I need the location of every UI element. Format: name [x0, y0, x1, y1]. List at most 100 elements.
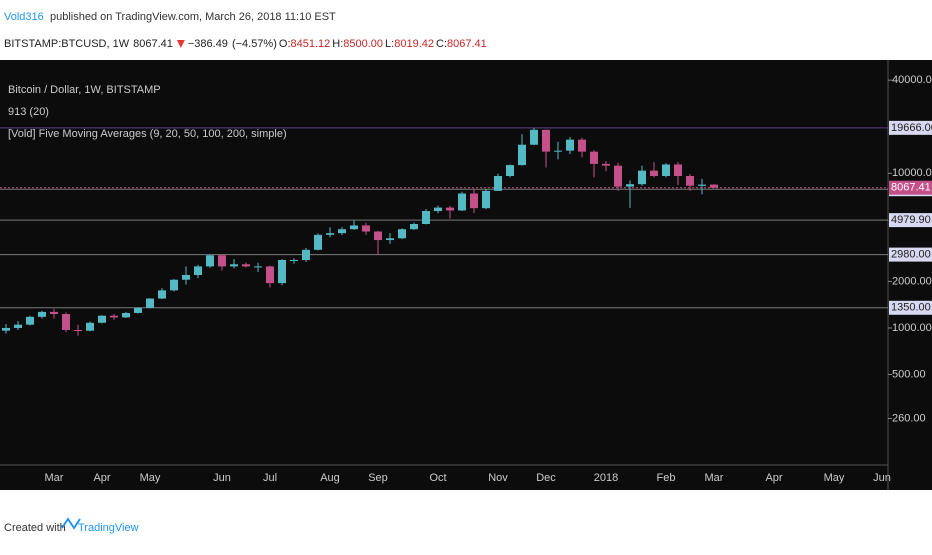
- x-tick-label: May: [140, 472, 161, 484]
- x-tick-label: Jul: [263, 472, 277, 484]
- legend-line: 913 (20): [8, 106, 49, 118]
- price-label-box: [889, 120, 932, 135]
- candle-body: [386, 238, 394, 241]
- candle-body: [302, 249, 310, 260]
- candle-body: [398, 229, 406, 239]
- candle-body: [314, 234, 322, 250]
- candle-body: [14, 324, 22, 328]
- candle-body: [194, 266, 202, 275]
- x-tick-label: Sep: [368, 472, 388, 484]
- footer-text: Created with: [4, 522, 66, 534]
- candle-body: [134, 307, 142, 313]
- x-tick-label: Feb: [657, 472, 676, 484]
- x-tick-label: Nov: [488, 472, 508, 484]
- candle-body: [230, 264, 238, 267]
- candle-body: [338, 229, 346, 234]
- candle-body: [242, 264, 250, 267]
- candle-body: [566, 139, 574, 151]
- published: published on TradingView.com, March 26, …: [50, 11, 336, 23]
- header-text: BITSTAMP:BTCUSD, 1W: [4, 38, 130, 50]
- candle-body: [26, 316, 34, 325]
- header-text: 8451.12: [291, 38, 331, 50]
- header-text: 8019.42: [394, 38, 434, 50]
- candle-body: [686, 176, 694, 186]
- y-tick-label: 1000.00: [892, 322, 932, 334]
- x-tick-label: Apr: [93, 472, 110, 484]
- candle-body: [362, 225, 370, 232]
- candle-body: [542, 129, 550, 152]
- candle-body: [590, 151, 598, 164]
- header-text: −386.49: [188, 38, 228, 50]
- price-label: 1350.00: [891, 302, 931, 314]
- x-tick-label: Apr: [765, 472, 782, 484]
- y-tick-label: 40000.00: [892, 74, 932, 86]
- x-tick-label: Aug: [320, 472, 340, 484]
- price-label-box: [889, 213, 932, 228]
- y-tick-label: 260.00: [892, 412, 926, 424]
- candle-body: [98, 315, 106, 323]
- x-tick-label: Mar: [45, 472, 64, 484]
- candle-body: [62, 314, 70, 330]
- candle-body: [146, 298, 154, 308]
- price-label: 2980.00: [891, 249, 931, 261]
- header-text: O:: [279, 38, 291, 50]
- candle-body: [662, 164, 670, 177]
- header-text: C:: [436, 38, 447, 50]
- candle-body: [530, 129, 538, 145]
- candle-body: [674, 164, 682, 177]
- candle-body: [602, 163, 610, 166]
- candle-body: [470, 193, 478, 209]
- x-tick-label: Mar: [705, 472, 724, 484]
- author[interactable]: Vold316: [4, 11, 44, 23]
- candle-body: [86, 322, 94, 331]
- candle-body: [494, 176, 502, 191]
- last-price-box: [889, 180, 932, 195]
- x-tick-label: Jun: [873, 472, 891, 484]
- candle-body: [650, 170, 658, 177]
- header-text: L:: [385, 38, 394, 50]
- symbol-line: BITSTAMP:BTCUSD, 1W 8067.41 −386.49 (−4.57%…: [4, 38, 487, 50]
- x-tick-label: Jun: [213, 472, 231, 484]
- candle-body: [326, 233, 334, 235]
- brand[interactable]: TradingView: [78, 522, 139, 534]
- price-label-box: [889, 300, 932, 315]
- candle-body: [74, 329, 82, 331]
- candle-body: [170, 279, 178, 291]
- chart-area: [0, 60, 932, 490]
- x-tick-label: Dec: [536, 472, 556, 484]
- candle-body: [422, 211, 430, 224]
- candle-body: [458, 193, 466, 211]
- candle-body: [38, 311, 46, 317]
- header-text: (−4.57%): [232, 38, 277, 50]
- price-label: 19666.00: [891, 122, 932, 134]
- candle-body: [254, 266, 262, 268]
- logo: [61, 517, 81, 530]
- header-text: 8067.41: [447, 38, 487, 50]
- header-text: 8067.41: [133, 38, 173, 50]
- candle-body: [50, 311, 58, 315]
- candle-body: [158, 290, 166, 299]
- candle-body: [278, 259, 286, 284]
- legend-line: [Vold] Five Moving Averages (9, 20, 50, …: [8, 128, 287, 140]
- legend-line: Bitcoin / Dollar, 1W, BITSTAMP: [8, 84, 161, 96]
- candle-body: [2, 327, 10, 331]
- candle-body: [446, 207, 454, 211]
- header-text: 8500.00: [343, 38, 383, 50]
- plot: Bitcoin / Dollar, 1W, BITSTAMP 913 (20) [V…: [0, 74, 932, 484]
- candle-body: [614, 165, 622, 187]
- candle-body: [410, 223, 418, 230]
- candle-body: [710, 184, 718, 188]
- candle-body: [374, 231, 382, 241]
- candle-body: [206, 255, 214, 267]
- candle-body: [482, 190, 490, 209]
- candle-body: [182, 274, 190, 280]
- last-price-label: 8067.41: [891, 182, 931, 194]
- candle-body: [518, 144, 526, 166]
- price-label: 4979.90: [891, 214, 931, 226]
- candle-body: [434, 207, 442, 212]
- x-tick-label: 2018: [594, 472, 618, 484]
- candle-body: [506, 165, 514, 177]
- candle-body: [218, 255, 226, 267]
- candle-body: [350, 225, 358, 230]
